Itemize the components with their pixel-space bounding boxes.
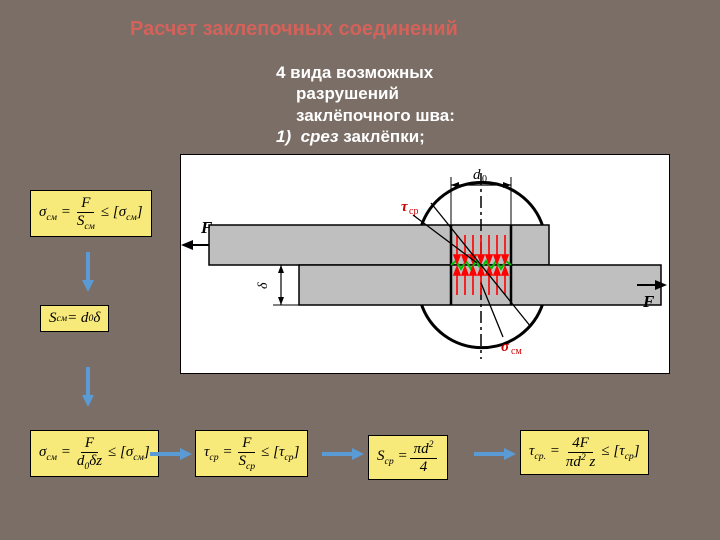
- formula-tau-cp: τср = FSср ≤ [τср]: [195, 430, 308, 477]
- flow-arrow-icon: [82, 395, 94, 407]
- diagram-svg: d 0 δ F F: [181, 155, 671, 375]
- subtitle-block: 4 вида возможных разрушений заклёпочного…: [276, 62, 455, 147]
- flow-arrow-icon: [180, 448, 192, 460]
- subtitle-l3: заклёпочного шва:: [276, 105, 455, 126]
- svg-text:F: F: [200, 218, 213, 237]
- flow-arrow-icon: [504, 448, 516, 460]
- svg-text:δ: δ: [256, 282, 271, 289]
- page-title: Расчет заклепочных соединений: [130, 18, 458, 41]
- svg-text:d: d: [473, 167, 481, 183]
- formula-s-cm: Sсм = d0δ: [40, 305, 109, 332]
- subtitle-l2: разрушений: [276, 83, 455, 104]
- rivet-diagram: d 0 δ F F: [180, 154, 670, 374]
- flow-arrow-icon: [352, 448, 364, 460]
- svg-text:σ: σ: [501, 339, 510, 355]
- formula-sigma-cm: σсм = FSсм ≤ [σсм]: [30, 190, 152, 237]
- svg-text:τ: τ: [401, 199, 409, 215]
- svg-text:0: 0: [482, 174, 487, 185]
- formula-s-cp: Sср = πd24: [368, 435, 448, 480]
- formula-sigma-cm-final: σсм = Fd0δz ≤ [σсм]: [30, 430, 159, 477]
- subtitle-l4: 1) срез заклёпки;: [276, 126, 455, 147]
- subtitle-l1: 4 вида возможных: [276, 62, 455, 83]
- svg-text:F: F: [642, 292, 655, 311]
- flow-arrow-icon: [82, 280, 94, 292]
- svg-text:см: см: [511, 346, 522, 357]
- formula-tau-cp-final: τср. = 4Fπd2 z ≤ [τср]: [520, 430, 649, 475]
